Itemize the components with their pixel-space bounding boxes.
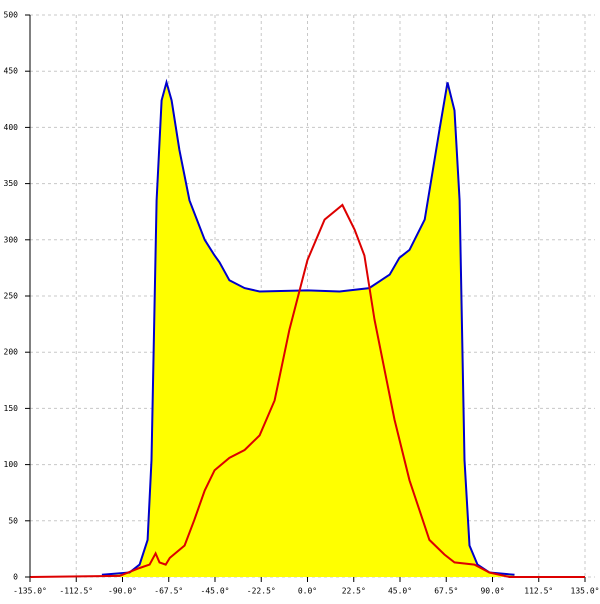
x-tick-label: 135.0° (571, 587, 600, 596)
y-tick-label: 400 (4, 123, 19, 132)
y-tick-label: 250 (4, 292, 19, 301)
x-tick-label: 112.5° (524, 587, 553, 596)
x-tick-label: 67.5° (434, 587, 458, 596)
y-tick-label: 450 (4, 67, 19, 76)
area-fill (101, 82, 515, 578)
line (101, 78, 515, 576)
y-tick-label: 300 (4, 235, 19, 244)
y-tick-label: 150 (4, 404, 19, 413)
y-tick-label: 100 (4, 460, 19, 469)
x-tick-label: 0.0° (298, 587, 317, 596)
x-tick-label: 45.0° (388, 587, 412, 596)
y-tick-label: 500 (4, 11, 19, 20)
y-tick-label: 200 (4, 348, 19, 357)
y-tick-label: 50 (8, 516, 18, 525)
x-tick-label: 22.5° (342, 587, 366, 596)
x-tick-label: -135.0° (13, 587, 47, 596)
x-tick-label: -112.5° (59, 587, 93, 596)
y-tick-label: 0 (13, 573, 18, 582)
x-tick-label: -22.5° (247, 587, 276, 596)
y-tick-label: 350 (4, 179, 19, 188)
x-tick-label: -45.0° (201, 587, 230, 596)
x-tick-label: 90.0° (480, 587, 504, 596)
x-tick-label: -67.5° (154, 587, 183, 596)
line (29, 203, 585, 578)
x-tick-label: -90.0° (108, 587, 137, 596)
